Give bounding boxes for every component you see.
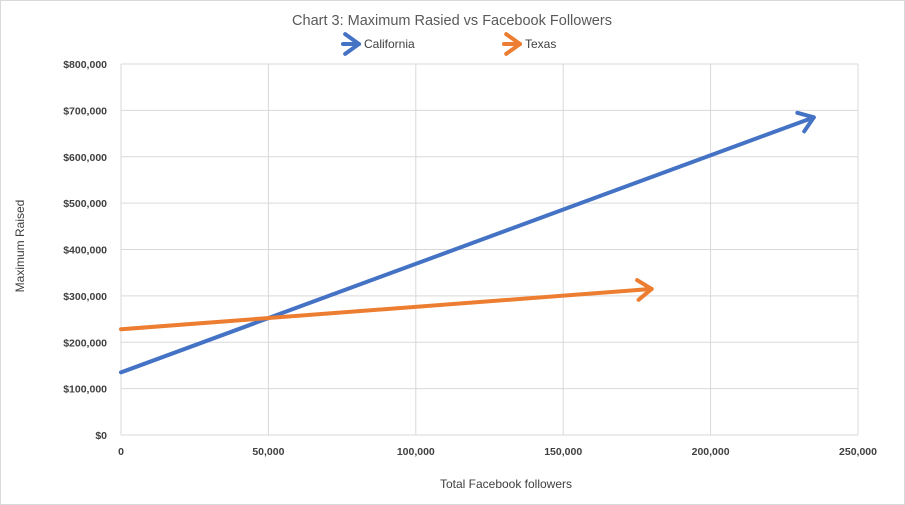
legend: California Texas — [341, 32, 556, 56]
y-tick-label: $0 — [95, 430, 107, 442]
y-tick-label: $700,000 — [63, 105, 107, 117]
legend-label-texas: Texas — [525, 37, 556, 51]
y-tick-label: $300,000 — [63, 291, 107, 303]
grid — [120, 63, 859, 436]
x-tick-label: 50,000 — [252, 446, 284, 458]
chart-title: Chart 3: Maximum Rasied vs Facebook Foll… — [292, 13, 612, 29]
series-line-california — [119, 115, 816, 375]
x-tick-label: 0 — [118, 446, 124, 458]
legend-label-california: California — [364, 37, 415, 51]
y-tick-label: $400,000 — [63, 245, 107, 257]
series-arrow-california — [795, 110, 816, 134]
legend-arrow-california — [343, 32, 361, 56]
series-arrow-texas — [635, 278, 654, 302]
y-axis-label: Maximum Raised — [13, 200, 27, 293]
y-tick-label: $800,000 — [63, 59, 107, 71]
x-tick-label: 100,000 — [397, 446, 435, 458]
y-tick-label: $600,000 — [63, 152, 107, 164]
legend-arrow-texas — [504, 32, 522, 56]
x-axis-label: Total Facebook followers — [440, 477, 572, 491]
x-tick-label: 200,000 — [692, 446, 730, 458]
series-line-texas — [119, 286, 654, 332]
tick-labels: $0 $100,000 $200,000 $300,000 $400,000 $500,0… — [63, 59, 877, 458]
x-tick-label: 250,000 — [839, 446, 877, 458]
y-tick-label: $200,000 — [63, 337, 107, 349]
y-tick-label: $500,000 — [63, 198, 107, 210]
y-tick-label: $100,000 — [63, 384, 107, 396]
x-tick-label: 150,000 — [544, 446, 582, 458]
series-group — [119, 110, 816, 375]
